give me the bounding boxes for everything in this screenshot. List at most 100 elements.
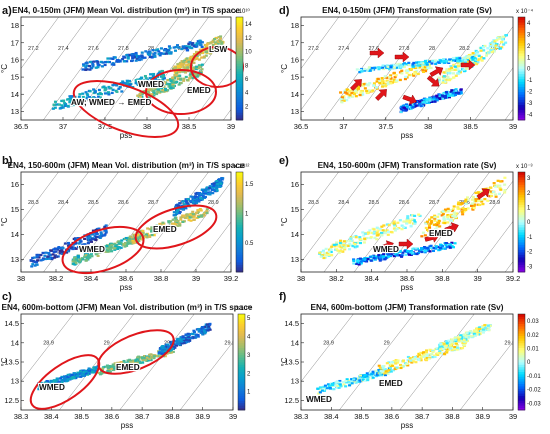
data-cell xyxy=(123,60,127,63)
data-cell xyxy=(477,192,481,195)
data-cell xyxy=(443,247,447,250)
data-cell xyxy=(135,358,139,361)
data-cell xyxy=(206,191,210,194)
data-cell xyxy=(161,221,165,224)
data-cell xyxy=(431,246,436,250)
data-cell xyxy=(322,385,326,388)
data-cell xyxy=(146,51,150,54)
isopycnal-label: 29 xyxy=(104,341,110,347)
data-cell xyxy=(71,375,75,378)
data-cell xyxy=(338,379,342,383)
data-cell xyxy=(412,61,416,65)
data-cell xyxy=(122,55,126,58)
y-tick-label: 18 xyxy=(291,21,299,30)
panel-title: EN4, 150-600m (JFM) Transformation rate … xyxy=(318,161,497,170)
x-tick-label: 38.5 xyxy=(74,412,89,421)
data-cell xyxy=(217,36,221,39)
data-cell xyxy=(465,58,470,61)
data-cell xyxy=(381,365,385,368)
data-cell xyxy=(191,337,195,340)
data-cell xyxy=(393,224,397,228)
data-cell xyxy=(174,75,178,78)
colorbar-segment xyxy=(238,364,245,368)
data-cell xyxy=(181,339,185,342)
data-cell xyxy=(177,46,181,49)
data-cell xyxy=(495,39,499,42)
data-cell xyxy=(36,259,40,262)
colorbar-segment xyxy=(518,50,525,54)
data-cell xyxy=(384,370,388,373)
data-cell xyxy=(44,251,48,254)
colorbar-segment xyxy=(238,314,245,317)
data-cell xyxy=(56,103,60,106)
data-cell xyxy=(181,340,185,343)
data-cell xyxy=(398,78,402,82)
data-cell xyxy=(412,104,416,107)
data-cell xyxy=(328,387,332,390)
isopycnal-line xyxy=(179,341,233,410)
data-cell xyxy=(220,43,224,46)
colorbar-segment xyxy=(518,24,525,28)
data-cell xyxy=(66,104,70,108)
data-cell xyxy=(31,259,35,263)
colorbar-segment xyxy=(518,267,525,270)
y-tick-label: 14 xyxy=(291,338,299,347)
x-tick-label: 39 xyxy=(509,412,517,421)
y-tick-label: 12.5 xyxy=(4,396,19,405)
data-cell xyxy=(353,89,357,92)
data-cell xyxy=(329,248,333,251)
colorbar-tick-label: 12 xyxy=(245,36,252,42)
data-cell xyxy=(452,76,456,79)
data-cell xyxy=(354,381,358,384)
data-cell xyxy=(208,52,212,55)
data-cell xyxy=(81,92,85,95)
data-cell xyxy=(72,262,76,265)
data-cell xyxy=(372,257,376,260)
data-cell xyxy=(197,198,201,202)
colorbar-segment xyxy=(236,107,243,111)
data-cell xyxy=(170,340,174,344)
data-cell xyxy=(469,335,473,338)
region-label: EMED xyxy=(153,225,177,234)
panel-d: d) EN4, 0-150m (JFM) Transformation rate … xyxy=(279,5,534,140)
data-cell xyxy=(57,377,61,380)
data-cell xyxy=(178,74,182,77)
data-cell xyxy=(84,259,88,262)
colorbar-segment xyxy=(236,192,243,195)
data-cell xyxy=(457,340,461,343)
data-cell xyxy=(398,219,402,222)
data-cell xyxy=(437,221,441,225)
data-cell xyxy=(345,88,349,91)
colorbar-segment xyxy=(236,63,243,67)
data-cell xyxy=(409,253,413,256)
data-cell xyxy=(175,342,179,345)
data-cell xyxy=(148,235,152,238)
data-cell xyxy=(451,208,455,211)
data-cell xyxy=(422,100,426,103)
data-cell xyxy=(339,98,343,101)
data-cell xyxy=(137,94,141,97)
data-cell xyxy=(486,324,490,327)
data-cell xyxy=(169,51,173,54)
isopycnal-label: 28.2 xyxy=(459,46,470,52)
data-cell xyxy=(94,235,98,239)
data-cell xyxy=(128,83,132,86)
data-cell xyxy=(419,247,423,250)
data-cell xyxy=(324,247,328,250)
data-cell xyxy=(31,256,35,260)
data-cell xyxy=(152,230,156,234)
isopycnal-line xyxy=(21,172,89,263)
data-cell xyxy=(413,71,417,74)
data-cell xyxy=(387,224,391,227)
colorbar-segment xyxy=(236,60,243,64)
data-cell xyxy=(94,228,98,232)
data-cell xyxy=(176,63,180,66)
data-cell xyxy=(88,96,92,99)
data-cell xyxy=(458,336,462,339)
data-cell xyxy=(91,96,95,100)
data-cell xyxy=(140,54,144,57)
transformation-arrow xyxy=(429,66,444,78)
data-cell xyxy=(375,80,379,83)
data-cell xyxy=(488,195,492,198)
data-cell xyxy=(391,251,395,254)
